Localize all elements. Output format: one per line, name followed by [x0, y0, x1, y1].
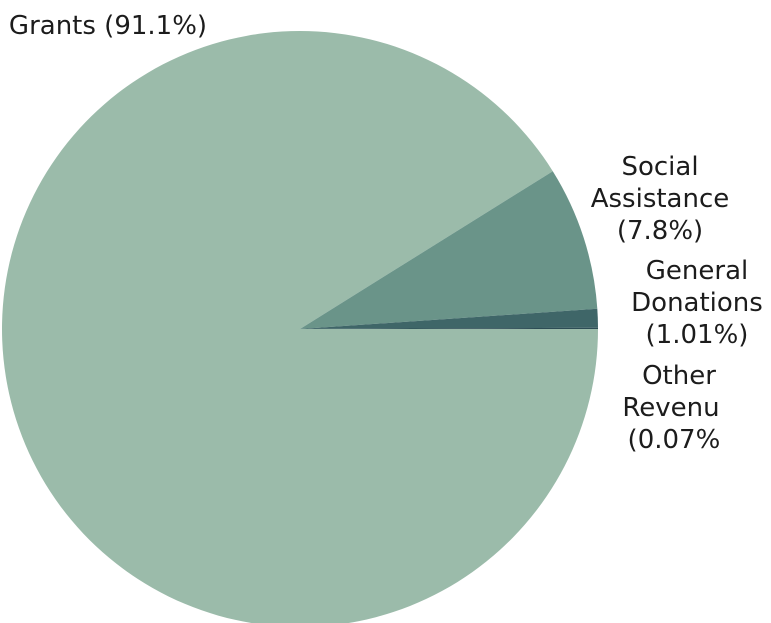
pie-slice-1: [300, 171, 598, 329]
pie-slice-0: [2, 31, 598, 623]
pie-slices: [2, 31, 598, 623]
slice-label-1: Social Assistance (7.8%): [591, 152, 730, 246]
slice-label-line: (1.01%): [646, 320, 749, 350]
slice-label-line: (0.07%): [628, 425, 731, 455]
slice-label-3: Other Revenue (0.07%): [622, 361, 735, 455]
slice-label-line: (7.8%): [617, 216, 703, 246]
slice-label-line: Other: [642, 361, 716, 391]
slice-label-line: Social: [621, 152, 698, 182]
slice-label-line: Revenue: [622, 393, 735, 423]
pie-slice-2: [300, 308, 598, 329]
pie-slice-3: [300, 327, 598, 329]
slice-label-line: Donations: [631, 288, 763, 318]
slice-label-0: Grants (91.1%): [9, 11, 207, 41]
slice-label-2: General Donations (1.01%): [631, 256, 763, 350]
slice-labels: Grants (91.1%) Social Assistance (7.8%) Gene…: [9, 11, 763, 455]
slice-label-line: Assistance: [591, 184, 730, 214]
slice-label-line: General: [646, 256, 748, 286]
slice-label-line: Grants (91.1%): [9, 11, 207, 41]
